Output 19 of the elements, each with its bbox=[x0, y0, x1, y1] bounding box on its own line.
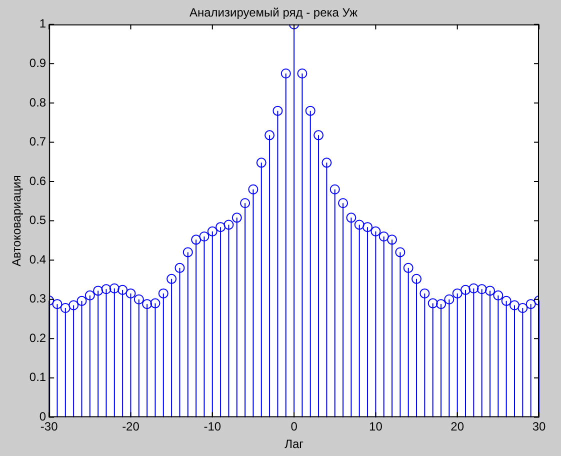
y-tick-label: 0.9 bbox=[29, 56, 46, 70]
x-tick-label: 10 bbox=[369, 420, 383, 434]
y-tick-label: 1 bbox=[39, 16, 46, 31]
x-tick-label: 20 bbox=[450, 420, 464, 434]
x-tick-label: 30 bbox=[532, 420, 546, 434]
y-tick-label: 0.4 bbox=[29, 252, 46, 266]
y-tick-label: 0.3 bbox=[29, 292, 46, 306]
x-tick-label: 0 bbox=[290, 420, 298, 434]
y-tick-label: 0.1 bbox=[29, 370, 46, 384]
y-tick-label: 0.2 bbox=[29, 330, 46, 345]
x-axis-title: Лаг bbox=[284, 437, 304, 452]
x-tick-label: -10 bbox=[204, 420, 222, 434]
y-tick-label: 0.6 bbox=[29, 174, 46, 188]
y-axis-title: Автоковариация bbox=[10, 175, 24, 266]
chart-title: Анализируемый ряд - река Уж bbox=[189, 6, 358, 20]
y-tick-label: 0.8 bbox=[29, 95, 46, 110]
y-tick-label: 0.7 bbox=[29, 134, 46, 149]
x-tick-label: -20 bbox=[122, 420, 140, 434]
y-tick-label: 0.5 bbox=[29, 213, 46, 228]
